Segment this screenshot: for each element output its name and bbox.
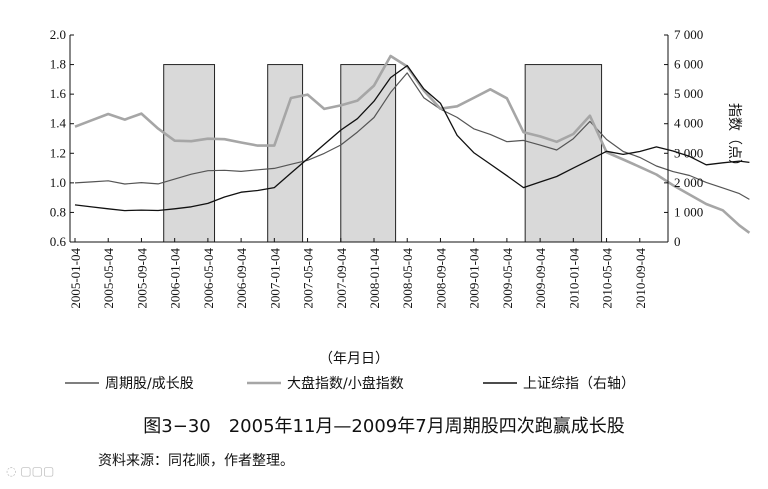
shaded-period-2 bbox=[267, 64, 304, 243]
x-tick-label: 2008-01-04 bbox=[367, 248, 382, 309]
shaded-period-3 bbox=[340, 64, 397, 243]
x-tick-label: 2006-09-04 bbox=[234, 248, 249, 309]
left-tick-label: 1.6 bbox=[50, 86, 67, 101]
x-axis-title: （年月日） bbox=[319, 351, 389, 367]
right-tick-label: 0 bbox=[674, 234, 681, 249]
left-tick-label: 1.4 bbox=[50, 116, 67, 131]
x-tick-label: 2007-09-04 bbox=[334, 248, 349, 309]
x-tick-label: 2009-01-04 bbox=[467, 248, 482, 309]
right-tick-label: 5 000 bbox=[674, 86, 703, 101]
left-tick-label: 1.8 bbox=[50, 57, 66, 72]
right-tick-label: 2 000 bbox=[674, 175, 703, 190]
x-tick-label: 2010-05-04 bbox=[600, 248, 615, 309]
series-lines bbox=[74, 54, 751, 234]
series-line-1 bbox=[74, 72, 750, 200]
x-tick-label: 2007-01-04 bbox=[267, 248, 282, 309]
legend: 周期股/成长股 大盘指数/小盘指数 上证综指（右轴） bbox=[65, 375, 635, 392]
x-tick-label: 2007-05-04 bbox=[301, 248, 316, 309]
x-tick-label: 2005-05-04 bbox=[101, 248, 116, 309]
x-tick-label: 2008-09-04 bbox=[433, 248, 448, 309]
shaded-periods bbox=[163, 64, 603, 243]
legend-label-3: 上证综指（右轴） bbox=[523, 376, 635, 392]
left-tick-label: 0.6 bbox=[50, 234, 67, 249]
chart-canvas: 0.6 0.8 1.0 1.2 1.4 1.6 1.8 2.0 0 1 000 2 000 3 000… bbox=[50, 27, 751, 392]
x-tick-label: 2009-09-04 bbox=[533, 248, 548, 309]
series-line-2 bbox=[74, 54, 751, 234]
axes: 0.6 0.8 1.0 1.2 1.4 1.6 1.8 2.0 0 1 000 2 000 3 000… bbox=[50, 27, 742, 367]
left-tick-label: 1.2 bbox=[50, 145, 66, 160]
x-tick-label: 2005-09-04 bbox=[134, 248, 149, 309]
x-tick-label: 2010-01-04 bbox=[566, 248, 581, 309]
right-tick-label: 3 000 bbox=[674, 145, 703, 160]
source-note: 资料来源：同花顺，作者整理。 bbox=[98, 453, 294, 469]
legend-label-1: 周期股/成长股 bbox=[105, 376, 194, 392]
shaded-period-4 bbox=[524, 64, 603, 243]
figure-caption: 图3−30 2005年11月—2009年7月周期股四次跑赢成长股 bbox=[143, 416, 625, 437]
series-line-3 bbox=[74, 64, 750, 212]
x-tick-label: 2008-05-04 bbox=[400, 248, 415, 309]
legend-label-2: 大盘指数/小盘指数 bbox=[287, 375, 404, 392]
left-tick-label: 1.0 bbox=[50, 175, 66, 190]
right-tick-label: 7 000 bbox=[674, 27, 703, 42]
x-tick-label: 2009-05-04 bbox=[500, 248, 515, 309]
right-tick-label: 4 000 bbox=[674, 116, 703, 131]
x-tick-label: 2006-05-04 bbox=[201, 248, 216, 309]
shaded-period-1 bbox=[163, 64, 216, 243]
watermark-logo: ◌ ▢▢▢ bbox=[6, 464, 55, 478]
x-tick-label: 2010-09-04 bbox=[633, 248, 648, 309]
left-tick-label: 0.8 bbox=[50, 204, 66, 219]
right-axis-title: 指数（点） bbox=[726, 103, 742, 173]
x-tick-label: 2005-01-04 bbox=[68, 248, 83, 309]
right-tick-label: 1 000 bbox=[674, 204, 703, 219]
x-tick-label: 2006-01-04 bbox=[168, 248, 183, 309]
left-tick-label: 2.0 bbox=[50, 27, 66, 42]
right-tick-label: 6 000 bbox=[674, 57, 703, 72]
